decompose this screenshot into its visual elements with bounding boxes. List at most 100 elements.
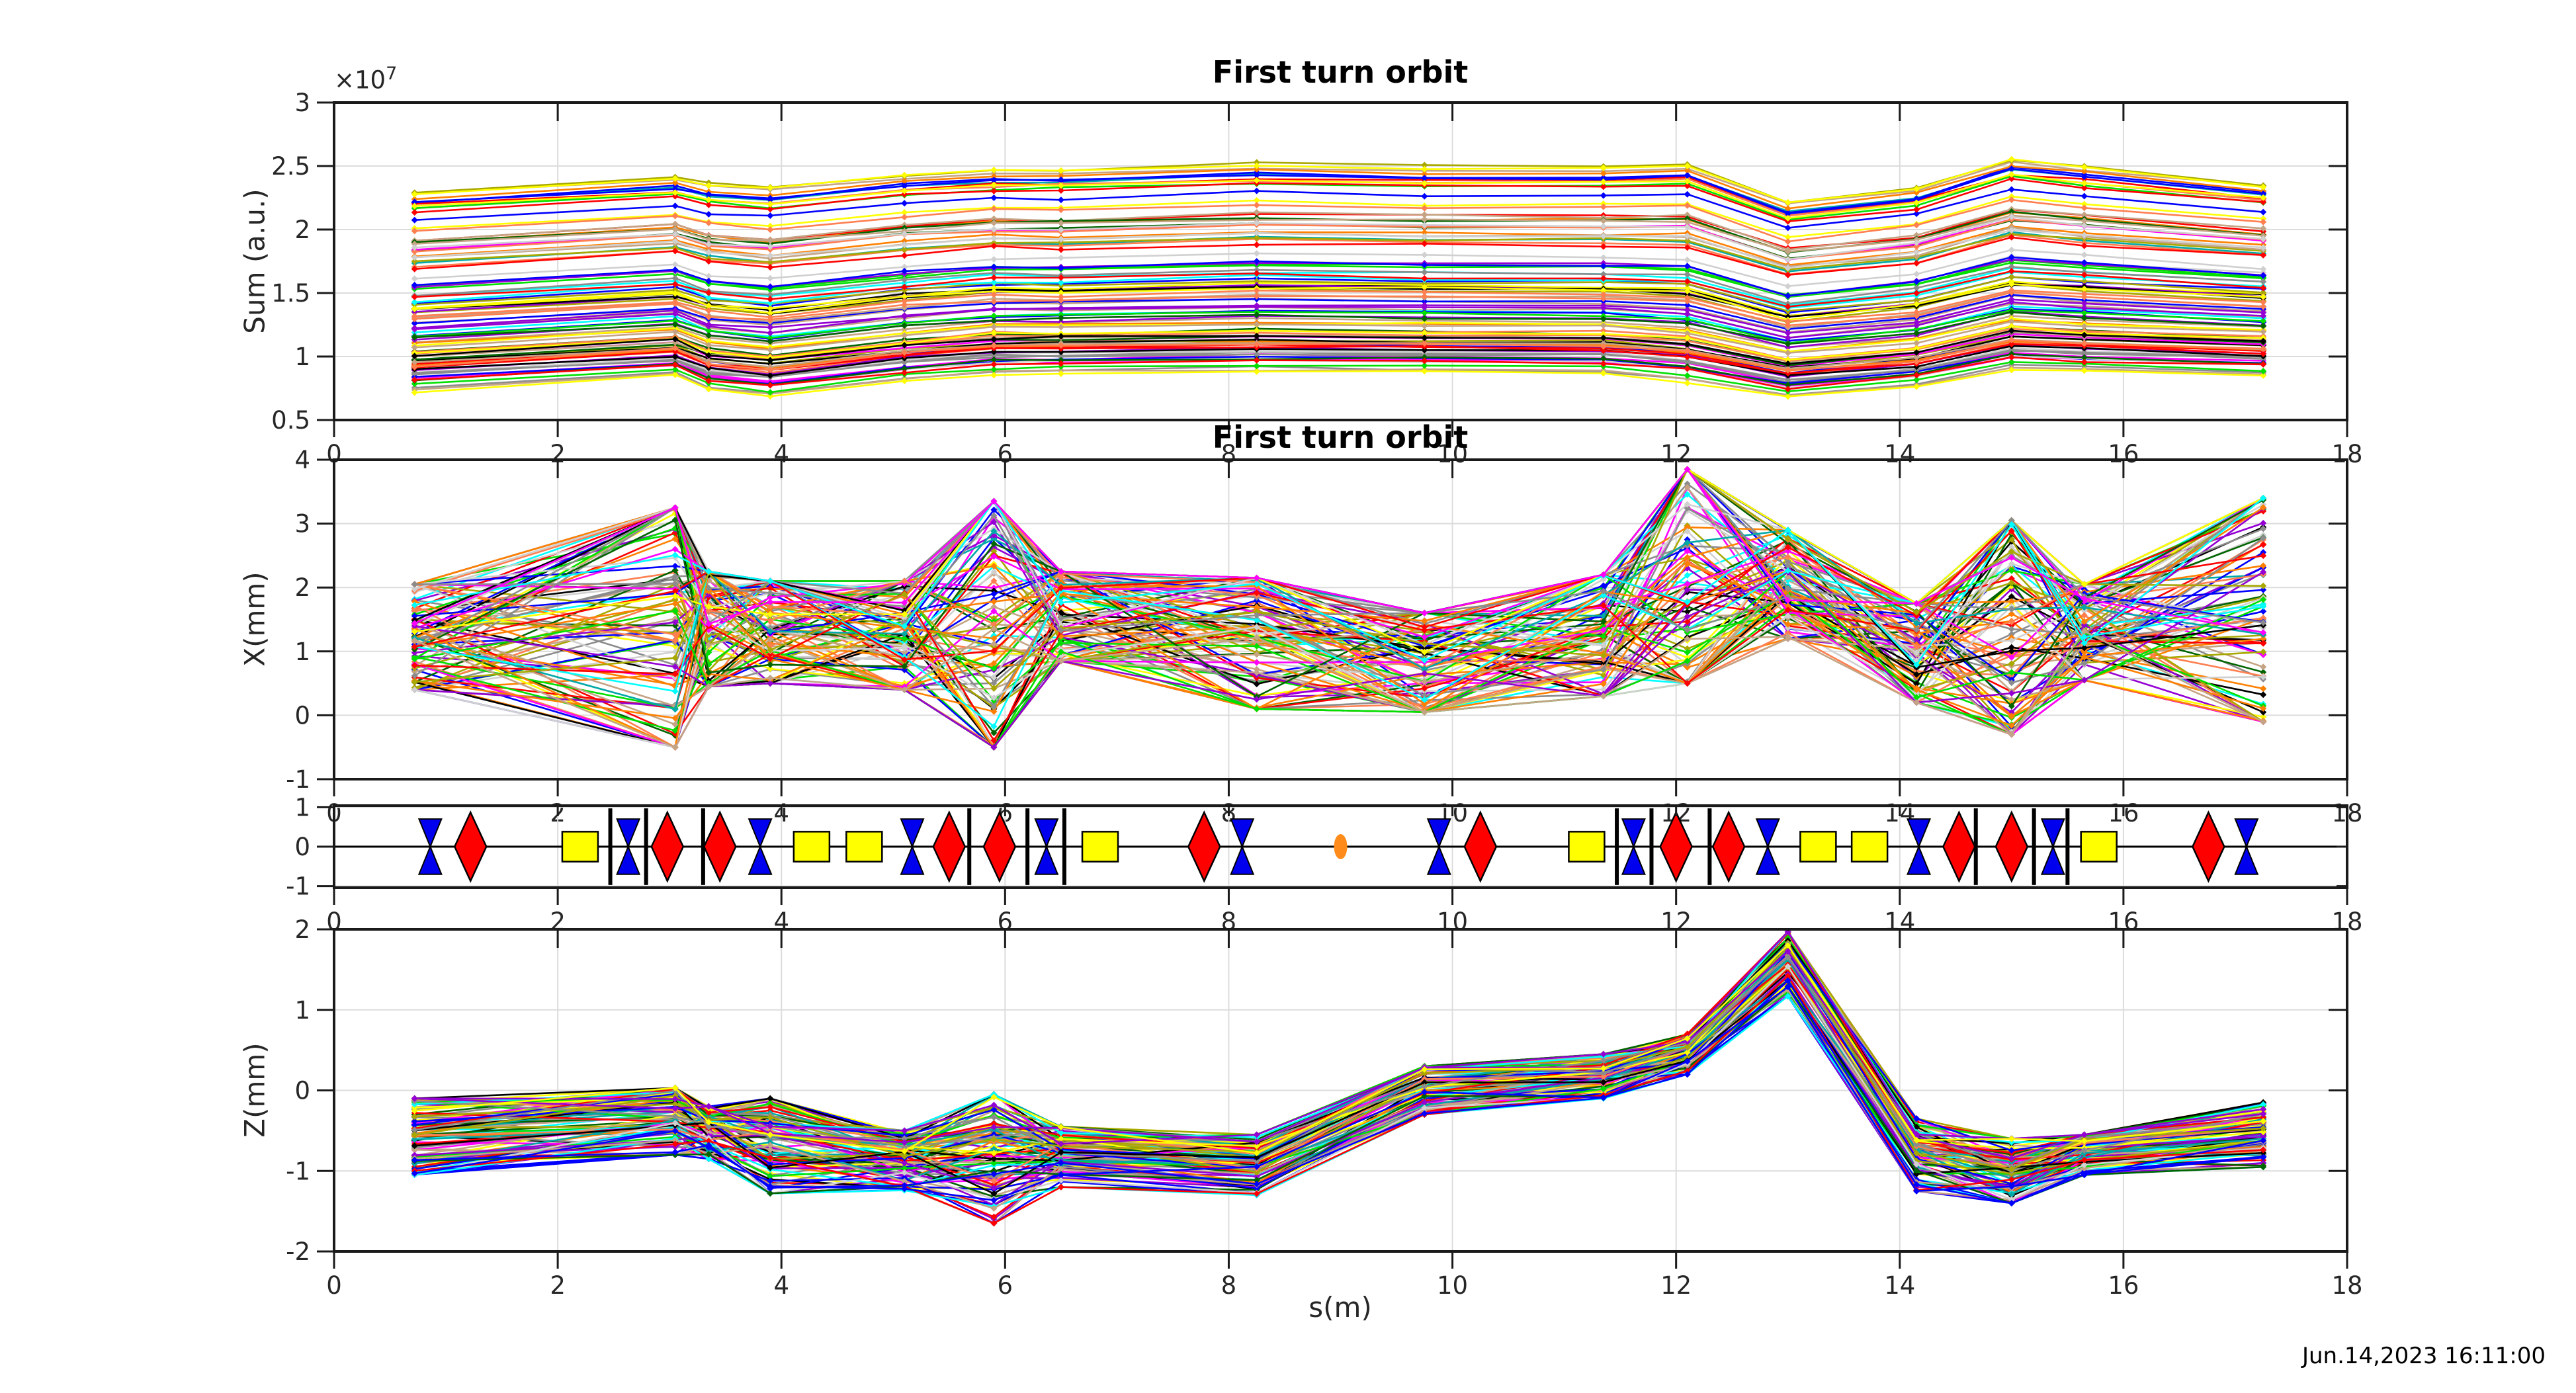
sum-orbit-line — [414, 208, 2264, 251]
sum-orbit-line — [414, 329, 2264, 365]
zplot-orbit-line — [414, 930, 2264, 1144]
zplot-orbit-line — [414, 966, 2264, 1175]
sum-orbit-line — [414, 347, 2264, 381]
dipole-symbol — [453, 810, 488, 883]
sextupole-symbol — [1081, 831, 1119, 863]
svg-text:6: 6 — [998, 1271, 1013, 1300]
rf-marker — [1334, 834, 1348, 859]
svg-text:0: 0 — [294, 701, 310, 730]
svg-text:0: 0 — [294, 833, 310, 861]
dipole-symbol — [932, 810, 966, 883]
sum-orbit-line — [414, 226, 2264, 267]
sum-plot-title: First turn orbit — [1212, 54, 1469, 90]
lattice-elements — [334, 808, 2347, 885]
sum-orbit-line — [414, 259, 2264, 296]
sum-orbit-line — [414, 276, 2264, 312]
sum-orbit-line — [414, 309, 2264, 345]
quadrupole-symbol — [1230, 818, 1255, 875]
zplot-orbit-line — [414, 979, 2264, 1196]
svg-text:2: 2 — [550, 1271, 566, 1300]
sum-orbit-line — [414, 216, 2264, 261]
xplot-orbit-line — [414, 605, 2264, 749]
sextupole-symbol — [845, 831, 883, 863]
dipole-symbol — [1463, 810, 1498, 883]
svg-text:12: 12 — [1660, 1271, 1692, 1300]
svg-text:0.5: 0.5 — [271, 406, 310, 435]
sum-orbit-line — [414, 256, 2264, 297]
quadrupole-symbol — [2234, 818, 2259, 875]
quadrupole-symbol — [1755, 818, 1780, 875]
zplot-orbit-line — [414, 943, 2264, 1154]
sum-orbit-line — [414, 198, 2264, 243]
sum-orbit-line — [414, 229, 2264, 269]
x-plot-title: First turn orbit — [1212, 419, 1469, 455]
dipole-symbol — [2191, 810, 2225, 883]
zplot-series — [411, 928, 2267, 1227]
dipole-symbol — [1942, 810, 1976, 883]
sum-orbit-line — [414, 218, 2264, 261]
xplot-orbit-line — [414, 575, 2264, 736]
dipole-symbol — [1995, 810, 2029, 883]
zplot-orbit-line — [414, 955, 2264, 1167]
xplot-orbit-line — [414, 589, 2264, 718]
svg-text:18: 18 — [2331, 1271, 2362, 1300]
dipole-symbol — [982, 810, 1017, 883]
quadrupole-symbol — [1034, 818, 1059, 875]
sum-orbit-line — [414, 339, 2264, 371]
xplot-orbit-line — [414, 514, 2264, 632]
dipole-symbol — [703, 810, 737, 883]
sum-orbit-line — [414, 267, 2264, 306]
sum-orbit-line — [414, 298, 2264, 334]
quadrupole-symbol — [2040, 818, 2065, 875]
xplot-orbit-line — [414, 628, 2264, 749]
svg-text:1.5: 1.5 — [271, 279, 310, 308]
exponent-base: ×10 — [334, 65, 386, 95]
xplot-orbit-line — [414, 468, 2264, 634]
sextupole-symbol — [1799, 831, 1837, 863]
zplot-orbit-line — [414, 942, 2264, 1154]
sum-orbit-line — [414, 349, 2264, 381]
sum-orbit-line — [414, 301, 2264, 339]
svg-text:16: 16 — [2108, 1271, 2139, 1300]
svg-text:10: 10 — [1437, 1271, 1468, 1300]
sum-orbit-line — [414, 317, 2264, 353]
dipole-symbol — [1187, 810, 1221, 883]
sum-orbit-line — [414, 283, 2264, 321]
zplot-orbit-line — [414, 974, 2264, 1224]
sum-orbit-line — [414, 361, 2264, 394]
xplot-orbit-line — [414, 497, 2264, 654]
sum-orbit-line — [414, 175, 2264, 221]
sum-series — [411, 155, 2267, 400]
sum-orbit-line — [414, 366, 2264, 397]
sum-orbit-line — [414, 270, 2264, 308]
sum-orbit-line — [414, 356, 2264, 390]
svg-text:0: 0 — [326, 1271, 342, 1300]
sum-orbit-line — [414, 266, 2264, 305]
sum-orbit-line — [414, 214, 2264, 253]
zplot-orbit-line — [414, 956, 2264, 1163]
sextupole-symbol — [561, 831, 599, 863]
sum-orbit-line — [414, 339, 2264, 370]
sextupole-symbol — [1850, 831, 1889, 863]
zplot-orbit-line — [414, 950, 2264, 1160]
sum-orbit-line — [414, 294, 2264, 330]
sum-orbit-line — [414, 369, 2264, 398]
zplot-orbit-line — [414, 985, 2264, 1204]
z-plot-ylabel: Z(mm) — [238, 1042, 271, 1138]
quadrupole-symbol — [900, 818, 925, 875]
svg-text:1: 1 — [294, 793, 310, 822]
xplot-orbit-line — [414, 497, 2264, 667]
svg-text:1: 1 — [294, 638, 310, 666]
sextupole-symbol — [793, 831, 831, 863]
sextupole-symbol — [2080, 831, 2118, 863]
zplot-orbit-line — [414, 956, 2264, 1168]
svg-text:14: 14 — [1884, 1271, 1915, 1300]
svg-text:2: 2 — [294, 216, 310, 244]
xplot-orbit-line — [414, 624, 2264, 723]
zplot-orbit-line — [414, 983, 2264, 1206]
svg-text:2: 2 — [294, 573, 310, 602]
svg-text:4: 4 — [294, 446, 310, 474]
sum-orbit-line — [414, 165, 2264, 210]
xplot-orbit-line — [414, 531, 2264, 749]
